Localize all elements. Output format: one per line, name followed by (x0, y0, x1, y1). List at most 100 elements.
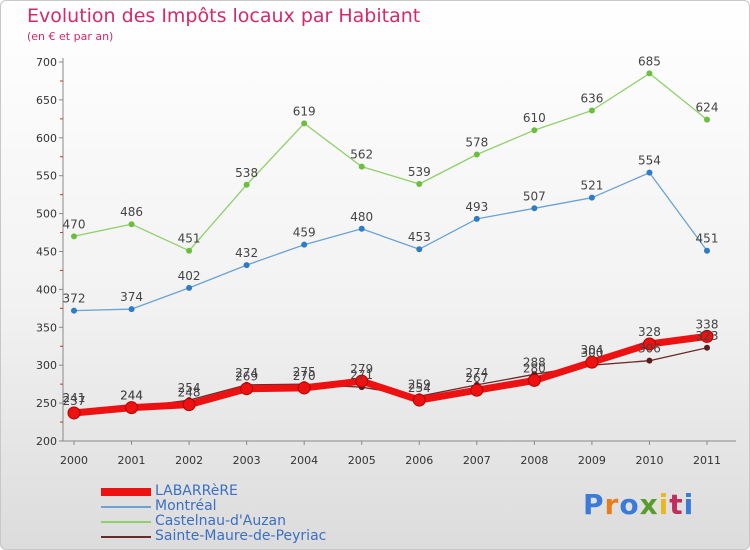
x-tick-label: 2010 (635, 454, 663, 467)
data-point (704, 116, 710, 123)
data-label: 562 (350, 148, 373, 162)
data-label: 254 (178, 381, 201, 395)
data-point (301, 120, 308, 127)
data-label: 453 (408, 230, 431, 244)
data-label: 451 (178, 232, 201, 246)
data-point (412, 393, 426, 407)
data-point (646, 70, 653, 77)
data-label: 451 (696, 232, 719, 246)
data-point (588, 107, 595, 114)
legend-swatch (101, 488, 151, 496)
x-tick-label: 2003 (233, 454, 261, 467)
data-point (128, 221, 135, 228)
x-tick-label: 2000 (60, 454, 88, 467)
legend-label: Castelnau-d'Auzan (155, 513, 287, 529)
legend-item: Sainte-Maure-de-Peyriac (101, 528, 361, 545)
x-tick-label: 2008 (520, 454, 548, 467)
data-point (355, 374, 369, 388)
data-point (416, 181, 423, 188)
data-label: 538 (235, 166, 258, 180)
data-point (470, 383, 484, 397)
data-point (531, 127, 538, 134)
logo-letter: x (639, 488, 659, 521)
y-tick-label: 600 (36, 132, 57, 145)
y-tick-label: 650 (36, 94, 57, 107)
data-label: 300 (580, 346, 603, 360)
series-line (73, 72, 708, 252)
data-label: 254 (408, 381, 431, 395)
logo-letter: r (604, 488, 620, 521)
data-label: 636 (580, 92, 603, 106)
data-point (301, 241, 308, 248)
data-point (240, 382, 254, 396)
legend-label: Sainte-Maure-de-Peyriac (155, 528, 327, 544)
data-point (704, 344, 710, 351)
legend-swatch (101, 536, 151, 538)
data-point (416, 246, 423, 253)
data-label: 554 (638, 154, 661, 168)
y-tick-label: 700 (36, 56, 57, 69)
series-line (73, 172, 708, 312)
data-label: 288 (523, 355, 546, 369)
data-label: 259 (408, 377, 431, 391)
data-label: 470 (63, 217, 86, 231)
x-tick-label: 2006 (405, 454, 433, 467)
x-tick-label: 2005 (348, 454, 376, 467)
data-label: 578 (465, 135, 488, 149)
data-label: 274 (235, 366, 258, 380)
data-point (186, 284, 193, 291)
logo-letter: P (583, 488, 605, 521)
data-label: 486 (120, 205, 143, 219)
data-label: 685 (638, 54, 661, 68)
data-point (125, 401, 139, 415)
data-label: 269 (235, 370, 258, 384)
legend-item: LABARRèRE (101, 483, 361, 500)
y-tick-label: 550 (36, 170, 57, 183)
data-label: 338 (696, 317, 719, 331)
data-point (646, 169, 653, 176)
proxiti-logo: Proxiti (583, 488, 694, 521)
data-point (297, 381, 311, 395)
y-tick-label: 350 (36, 321, 57, 334)
legend-item: Montréal (101, 498, 361, 515)
y-tick-label: 400 (36, 283, 57, 296)
y-tick-label: 500 (36, 208, 57, 221)
data-label: 493 (465, 200, 488, 214)
data-label: 521 (580, 179, 603, 193)
data-point (243, 262, 250, 269)
data-point (646, 357, 653, 364)
data-label: 270 (293, 369, 316, 383)
data-label: 374 (120, 290, 143, 304)
data-point (71, 233, 77, 240)
data-point (358, 163, 365, 170)
data-point (243, 181, 250, 188)
data-point (588, 194, 595, 201)
data-label: 619 (293, 104, 316, 118)
data-label: 624 (696, 101, 719, 115)
x-tick-label: 2011 (693, 454, 721, 467)
x-tick-label: 2002 (175, 454, 203, 467)
x-tick-label: 2007 (463, 454, 491, 467)
logo-letter: t (669, 488, 684, 521)
legend-label: Montréal (155, 498, 217, 514)
data-point (473, 215, 480, 222)
data-point (700, 329, 714, 343)
data-point (128, 306, 135, 313)
data-label: 275 (293, 365, 316, 379)
data-label: 279 (350, 362, 373, 376)
x-tick-label: 2004 (290, 454, 318, 467)
x-tick-label: 2009 (578, 454, 606, 467)
data-label: 507 (523, 189, 546, 203)
data-label: 244 (120, 389, 143, 403)
data-label: 244 (120, 389, 143, 403)
data-label: 432 (235, 246, 258, 260)
data-point (186, 247, 193, 254)
data-label: 280 (523, 361, 546, 375)
data-label: 304 (580, 343, 603, 357)
chart-legend: LABARRèRE Montréal Castelnau-d'Auzan Sainte… (101, 483, 361, 545)
data-label: 306 (638, 342, 661, 356)
data-label: 241 (63, 391, 86, 405)
x-tick-label: 2001 (118, 454, 146, 467)
data-label: 271 (350, 368, 373, 382)
